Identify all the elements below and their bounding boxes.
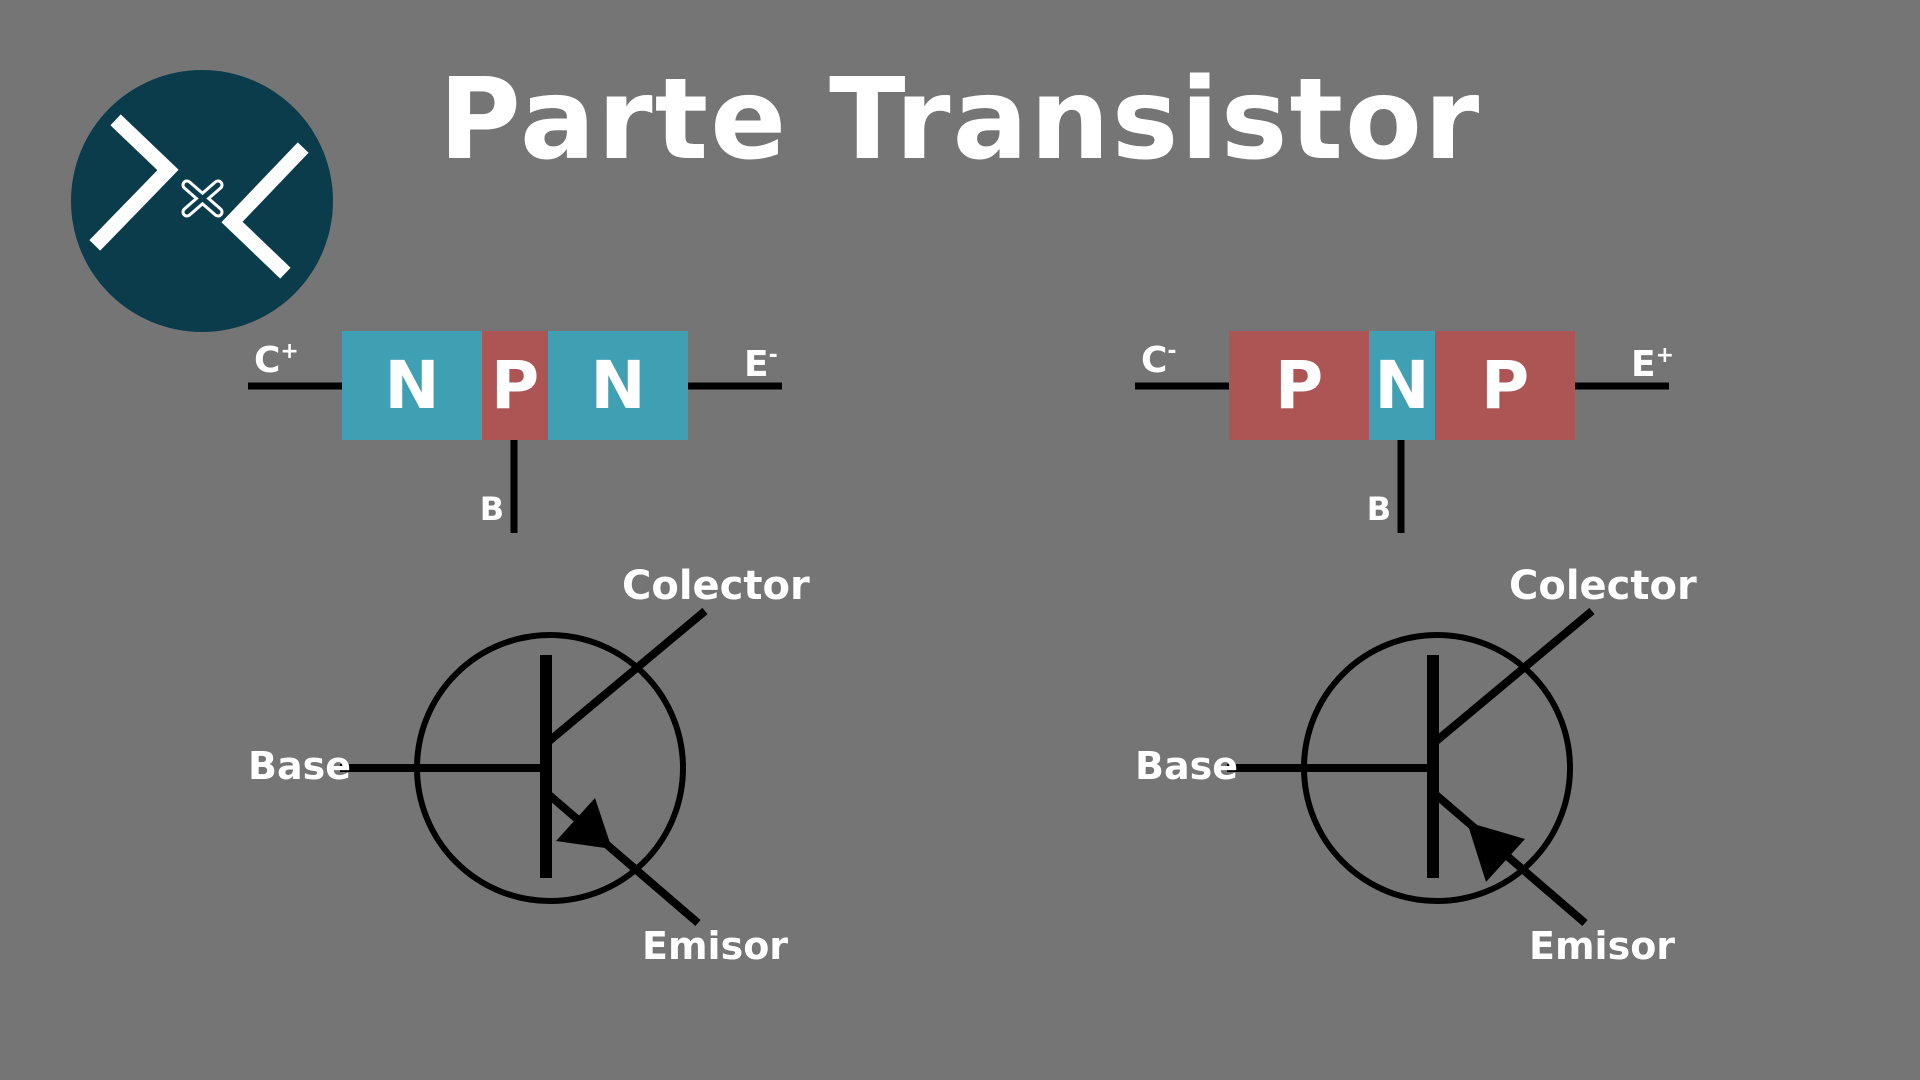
pnp-collector-terminal-label: C- (1141, 339, 1177, 381)
pnp-base-terminal-label: B (1367, 490, 1391, 528)
pnp-collector-label: Colector (1509, 563, 1697, 609)
npn-collector-lead (545, 607, 708, 746)
pnp-block-diagram: P N P C- E+ B (1135, 331, 1674, 533)
pnp-region-base (1369, 331, 1435, 440)
npn-block-diagram: N P N C+ E- B (248, 331, 782, 533)
npn-base-terminal-label: B (480, 490, 504, 528)
npn-emitter-lead (545, 790, 701, 927)
pnp-emitter-label: Emisor (1529, 924, 1675, 968)
npn-emitter-terminal-label: E- (744, 343, 778, 385)
pnp-emitter-arrow-icon (1467, 822, 1525, 882)
pnp-layer-label: N (1374, 347, 1429, 424)
npn-region-emitter (548, 331, 688, 440)
npn-transistor-symbol: Base Colector Emisor (248, 563, 810, 968)
transistor-x-logo-icon (89, 114, 309, 279)
npn-region-base (482, 331, 548, 440)
page-title: Parte Transistor (438, 55, 1482, 185)
pnp-emitter-lead (1432, 790, 1588, 927)
pnp-region-emitter (1435, 331, 1575, 440)
npn-layer-label: N (384, 347, 439, 424)
npn-emitter-label: Emisor (642, 924, 788, 968)
pnp-emitter-terminal-label: E+ (1631, 343, 1674, 385)
pnp-layer-label: P (1275, 347, 1323, 424)
pnp-base-label: Base (1135, 744, 1238, 788)
npn-base-label: Base (248, 744, 351, 788)
logo (71, 70, 333, 332)
pnp-collector-lead (1432, 607, 1595, 746)
pnp-layer-label: P (1481, 347, 1529, 424)
pnp-transistor-symbol: Base Colector Emisor (1135, 563, 1697, 968)
npn-collector-label: Colector (622, 563, 810, 609)
npn-emitter-arrow-icon (556, 798, 612, 849)
pnp-region-collector (1229, 331, 1369, 440)
npn-layer-label: N (590, 347, 645, 424)
npn-region-collector (342, 331, 482, 440)
npn-layer-label: P (491, 347, 539, 424)
npn-collector-terminal-label: C+ (254, 339, 299, 381)
